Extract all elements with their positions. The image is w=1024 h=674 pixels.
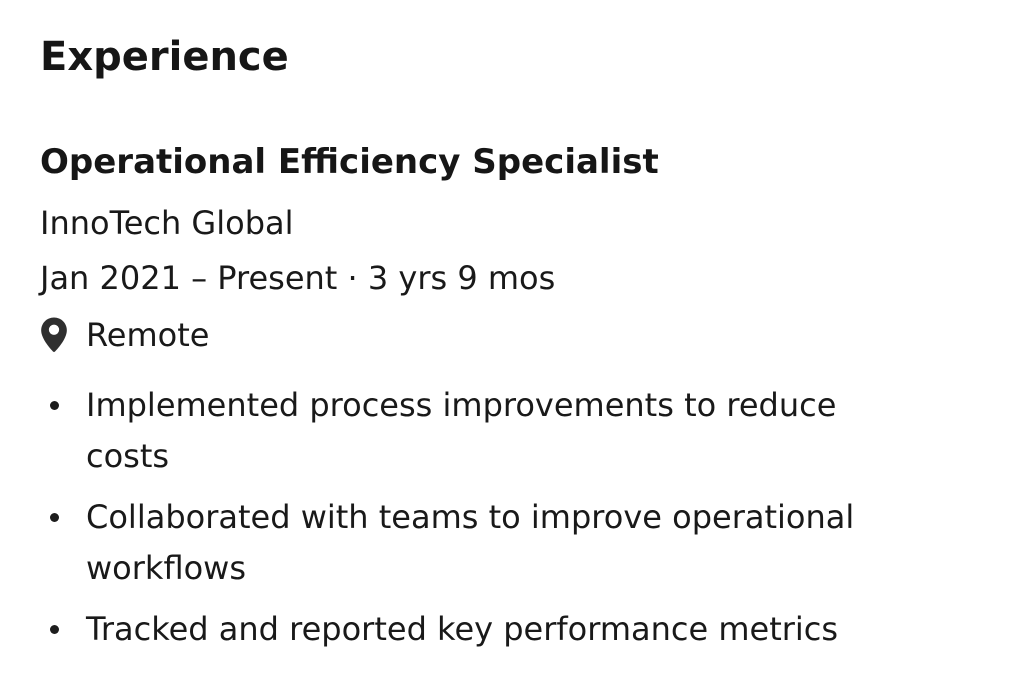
- highlights-list: Implemented process improvements to redu…: [40, 380, 984, 655]
- job-title: Operational Efficiency Specialist: [40, 142, 659, 182]
- highlight-item: Implemented process improvements to redu…: [40, 380, 906, 482]
- highlight-item: Tracked and reported key performance met…: [40, 604, 906, 655]
- date-range: Jan 2021 – Present · 3 yrs 9 mos: [40, 259, 556, 297]
- experience-section: Experience Operational Efficiency Specia…: [40, 34, 984, 655]
- section-heading: Experience: [40, 34, 289, 80]
- location-row: Remote: [40, 314, 984, 356]
- experience-entry: Operational Efficiency Specialist InnoTe…: [40, 140, 984, 655]
- location-pin-icon: [41, 317, 67, 353]
- company-name: InnoTech Global: [40, 204, 294, 242]
- highlight-item: Collaborated with teams to improve opera…: [40, 492, 906, 594]
- location-label: Remote: [86, 316, 210, 354]
